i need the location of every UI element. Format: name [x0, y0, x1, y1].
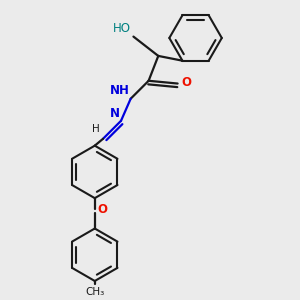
Text: NH: NH	[110, 83, 129, 97]
Text: O: O	[97, 203, 107, 216]
Text: O: O	[181, 76, 191, 89]
Text: CH₃: CH₃	[85, 286, 104, 296]
Text: H: H	[92, 124, 100, 134]
Text: HO: HO	[113, 22, 131, 35]
Text: N: N	[110, 107, 120, 120]
